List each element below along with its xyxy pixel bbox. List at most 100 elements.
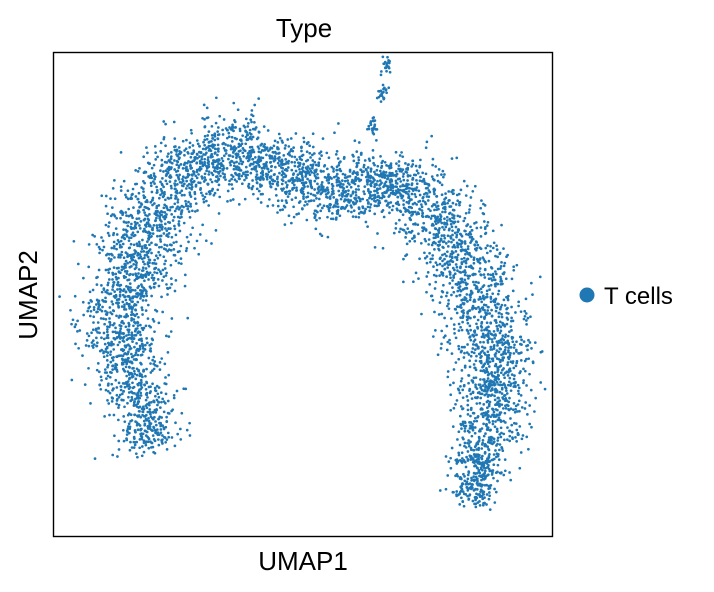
scatter-point: [494, 297, 498, 301]
scatter-point: [203, 143, 206, 147]
scatter-point: [127, 214, 131, 218]
scatter-point: [130, 233, 134, 237]
scatter-point: [82, 313, 85, 317]
scatter-point: [136, 324, 140, 327]
scatter-point: [455, 265, 459, 269]
scatter-point: [499, 380, 502, 384]
scatter-point: [480, 475, 484, 478]
scatter-point: [134, 430, 137, 434]
scatter-point: [248, 145, 252, 149]
scatter-point: [391, 171, 394, 175]
scatter-point: [458, 203, 461, 207]
scatter-point: [389, 166, 393, 169]
scatter-point: [486, 373, 490, 377]
scatter-point: [137, 369, 141, 372]
scatter-point: [497, 377, 500, 381]
scatter-point: [445, 324, 449, 328]
scatter-point: [456, 220, 460, 224]
scatter-point: [195, 170, 199, 174]
scatter-point: [328, 195, 332, 199]
scatter-point: [157, 386, 161, 389]
scatter-point: [125, 433, 129, 436]
scatter-point: [481, 285, 485, 289]
scatter-point: [180, 215, 183, 219]
scatter-point: [205, 137, 209, 141]
scatter-point: [152, 224, 156, 227]
scatter-point: [466, 494, 469, 498]
scatter-point: [481, 378, 485, 381]
scatter-point: [366, 180, 370, 184]
scatter-point: [519, 342, 522, 346]
scatter-point: [482, 363, 486, 367]
scatter-point: [379, 182, 382, 186]
scatter-point: [122, 336, 125, 340]
scatter-point: [251, 157, 254, 161]
scatter-point: [475, 481, 479, 485]
scatter-point: [154, 420, 157, 423]
scatter-point: [506, 361, 510, 364]
scatter-point: [238, 129, 242, 133]
scatter-point: [467, 211, 471, 214]
scatter-point: [446, 304, 449, 308]
scatter-point: [373, 199, 376, 203]
scatter-point: [435, 216, 439, 220]
scatter-point: [106, 389, 110, 393]
scatter-point: [106, 374, 110, 378]
scatter-point: [510, 305, 513, 309]
scatter-point: [472, 351, 476, 355]
scatter-point: [110, 371, 113, 375]
scatter-point: [165, 283, 168, 286]
scatter-point: [237, 149, 241, 153]
scatter-point: [478, 474, 481, 478]
scatter-point: [482, 502, 485, 505]
scatter-point: [203, 195, 207, 199]
scatter-point: [69, 308, 72, 312]
scatter-point: [425, 275, 429, 278]
scatter-point: [460, 262, 464, 266]
scatter-point: [247, 182, 251, 186]
scatter-point: [495, 427, 499, 431]
scatter-point: [510, 423, 514, 427]
scatter-point: [306, 141, 309, 145]
scatter-point: [280, 199, 284, 202]
scatter-point: [311, 132, 315, 136]
scatter-point: [133, 372, 137, 376]
scatter-point: [140, 362, 143, 366]
scatter-point: [213, 191, 217, 195]
scatter-point: [354, 190, 358, 194]
scatter-point: [102, 331, 106, 335]
scatter-point: [151, 369, 154, 372]
scatter-point: [237, 177, 241, 180]
scatter-point: [439, 347, 443, 350]
scatter-point: [493, 501, 497, 504]
scatter-point: [495, 244, 498, 248]
scatter-point: [407, 201, 411, 205]
scatter-point: [267, 170, 271, 174]
scatter-point: [198, 165, 202, 169]
scatter-point: [131, 187, 135, 191]
scatter-point: [354, 179, 358, 182]
scatter-point: [110, 356, 114, 360]
scatter-point: [440, 289, 444, 293]
scatter-point: [452, 406, 456, 410]
scatter-point: [482, 369, 485, 373]
scatter-point: [140, 326, 144, 330]
scatter-point: [442, 234, 446, 237]
scatter-point: [365, 168, 368, 172]
scatter-point: [118, 314, 122, 318]
scatter-point: [346, 192, 350, 196]
scatter-point: [151, 203, 154, 207]
scatter-point: [457, 347, 461, 351]
scatter-point: [377, 204, 381, 207]
scatter-point: [461, 298, 465, 301]
scatter-point: [466, 247, 470, 251]
scatter-point: [488, 421, 491, 424]
scatter-point: [231, 187, 234, 191]
scatter-point: [118, 393, 122, 397]
scatter-point: [480, 329, 483, 332]
scatter-point: [387, 195, 391, 199]
scatter-point: [160, 416, 163, 419]
scatter-point: [224, 152, 228, 155]
scatter-point: [182, 387, 186, 391]
scatter-point: [528, 341, 532, 344]
